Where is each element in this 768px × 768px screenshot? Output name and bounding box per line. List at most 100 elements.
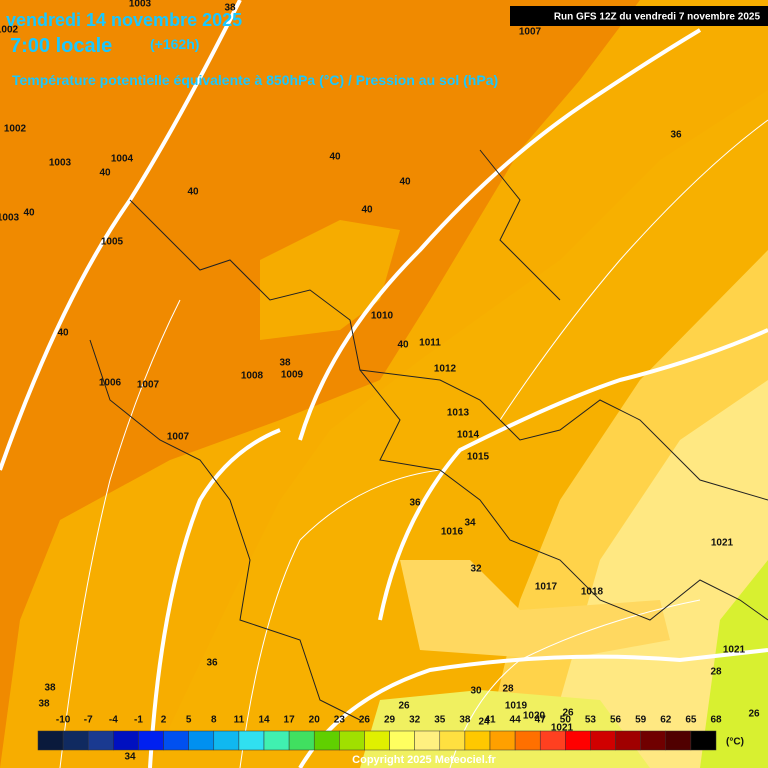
legend-swatch <box>364 730 390 751</box>
isobar-label: 1004 <box>111 154 134 165</box>
isobar-label: 1018 <box>581 587 604 598</box>
legend-label: 26 <box>359 715 371 726</box>
temperature-label: 28 <box>710 667 722 678</box>
legend-swatch <box>640 730 667 751</box>
legend-swatch <box>590 730 616 751</box>
legend-label: 65 <box>685 715 697 726</box>
forecast-date: vendredi 14 novembre 2025 <box>6 10 242 30</box>
temperature-label: 38 <box>38 699 50 710</box>
legend-swatch <box>464 730 491 751</box>
isobar-label: 1006 <box>99 378 122 389</box>
temperature-label: 26 <box>562 708 574 719</box>
run-banner <box>510 6 768 26</box>
temperature-label: 34 <box>464 518 476 529</box>
temperature-label: 34 <box>124 752 136 763</box>
legend-label: 53 <box>585 715 597 726</box>
legend-label: 44 <box>510 715 522 726</box>
legend-swatch <box>565 730 591 751</box>
legend-label: 56 <box>610 715 622 726</box>
isobar-label: 1021 <box>551 723 574 734</box>
temperature-label: 36 <box>206 658 218 669</box>
legend-label: -10 <box>56 715 71 726</box>
temperature-label: 40 <box>99 168 111 179</box>
legend-label: 23 <box>334 715 346 726</box>
isobar-label: 1002 <box>0 25 19 36</box>
legend-label: 32 <box>409 715 421 726</box>
isobar-label: 1007 <box>167 432 190 443</box>
temperature-label: 26 <box>748 709 760 720</box>
legend-swatch <box>690 730 717 751</box>
legend-swatch <box>539 730 566 751</box>
legend-label: 59 <box>635 715 647 726</box>
temperature-label: 40 <box>399 177 411 188</box>
legend-swatch <box>439 730 466 751</box>
temperature-label: 28 <box>502 684 514 695</box>
run-info: Run GFS 12Z du vendredi 7 novembre 2025 <box>554 12 761 23</box>
legend-label: -4 <box>109 715 118 726</box>
legend-label: 35 <box>434 715 446 726</box>
temperature-label: 40 <box>397 340 409 351</box>
isobar-label: 1021 <box>723 645 746 656</box>
isobar-label: 1005 <box>101 237 124 248</box>
temperature-label: 40 <box>57 328 69 339</box>
isobar-label: 1015 <box>467 452 490 463</box>
isobar-label: 1010 <box>371 311 394 322</box>
temperature-label: 24 <box>478 717 490 728</box>
legend-swatch <box>138 730 164 751</box>
isobar-label: 1007 <box>519 27 542 38</box>
temperature-label: 32 <box>470 564 482 575</box>
isobar-label: 1014 <box>457 430 480 441</box>
temperature-label: 36 <box>409 498 421 509</box>
legend-swatch <box>87 730 114 751</box>
legend-label: 14 <box>258 715 270 726</box>
legend-swatch <box>188 730 215 751</box>
legend-unit: (°C) <box>726 737 744 748</box>
temperature-label: 38 <box>279 358 291 369</box>
temperature-label: 30 <box>470 686 482 697</box>
legend-swatch <box>615 730 641 751</box>
legend-swatch <box>238 730 265 751</box>
legend-swatch <box>163 730 189 751</box>
legend-swatch <box>213 730 240 751</box>
legend-label: 20 <box>309 715 321 726</box>
legend-label: 38 <box>459 715 471 726</box>
color-legend: -10 -7 -4 -1 2 5 8 11 14 17 20 23 26 29 32 35 38 41 44 47 50… <box>37 715 744 751</box>
isobar-label: 1003 <box>49 158 72 169</box>
legend-label: 41 <box>484 715 496 726</box>
legend-swatch <box>37 730 64 751</box>
legend-swatch <box>313 730 340 751</box>
legend-swatch <box>414 730 441 751</box>
temperature-label: 40 <box>23 208 35 219</box>
legend-label: 5 <box>186 715 192 726</box>
legend-swatch <box>514 730 541 751</box>
legend-swatch <box>665 730 692 751</box>
legend-swatch <box>489 730 516 751</box>
isobar-label: 1019 <box>505 701 528 712</box>
legend-swatch <box>113 730 139 751</box>
temperature-label: 40 <box>187 187 199 198</box>
copyright: Copyright 2025 Meteociel.fr <box>352 754 496 766</box>
isobar-label: 1003 <box>129 0 152 10</box>
borders <box>89 149 768 721</box>
legend-label: -7 <box>84 715 93 726</box>
legend-label: -1 <box>134 715 143 726</box>
legend-label: 47 <box>535 715 547 726</box>
temperature-label: 40 <box>329 152 341 163</box>
isobar-label: 1008 <box>241 371 264 382</box>
temperature-label: 38 <box>44 683 56 694</box>
temperature-label: 40 <box>361 205 373 216</box>
legend-label: 50 <box>560 715 572 726</box>
isobar-label: 1002 <box>4 124 27 135</box>
temperature-label: 26 <box>398 701 410 712</box>
legend-swatch <box>339 730 365 751</box>
legend-label: 62 <box>660 715 672 726</box>
isobar-label: 1017 <box>535 582 558 593</box>
legend-label: 2 <box>161 715 167 726</box>
isobar-label: 1003 <box>0 213 20 224</box>
legend-swatch <box>288 730 315 751</box>
legend-label: 29 <box>384 715 396 726</box>
legend-label: 11 <box>234 715 245 726</box>
legend-swatch <box>389 730 415 751</box>
forecast-time: 7:00 locale <box>10 35 112 57</box>
